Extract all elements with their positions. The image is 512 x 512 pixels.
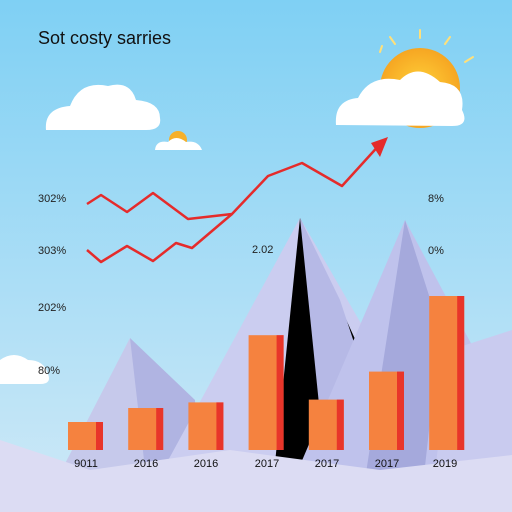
bar-edge-6 [457, 296, 465, 450]
bar-edge-2 [216, 402, 224, 450]
x-tick-label: 2019 [432, 458, 458, 470]
right-axis-label: 8% [428, 193, 444, 205]
x-tick-label: 2017 [314, 458, 340, 470]
left-axis-label: 202% [38, 302, 67, 314]
inner-annotation: 2.02 [252, 244, 274, 256]
left-axis-label: 80% [38, 365, 61, 377]
bar-edge-5 [397, 371, 404, 450]
x-tick-label: 2016 [133, 458, 159, 470]
bar-edge-3 [276, 335, 284, 450]
x-tick-label: 2017 [374, 458, 400, 470]
x-tick-label: 9011 [74, 458, 98, 470]
left-axis-label: 302% [38, 193, 67, 205]
trend-line-lower [86, 213, 233, 264]
bars-group [68, 296, 465, 450]
bar-edge-4 [336, 399, 344, 450]
cloud-icon [0, 355, 49, 384]
x-tick-label: 2017 [254, 458, 280, 470]
right-axis-label: 0% [428, 245, 444, 257]
bar-edge-0 [96, 422, 103, 450]
left-axis-label: 303% [38, 245, 67, 257]
arrow-head-icon [371, 137, 388, 157]
cloud-icon [45, 84, 161, 130]
trend-line-upper [86, 141, 383, 221]
cloud-icon [335, 71, 465, 126]
x-tick-label: 2016 [193, 458, 219, 470]
bar-edge-1 [156, 408, 164, 450]
chart-title: Sot costy sarries [38, 28, 172, 48]
small-sun-cloud-icon [155, 131, 202, 150]
